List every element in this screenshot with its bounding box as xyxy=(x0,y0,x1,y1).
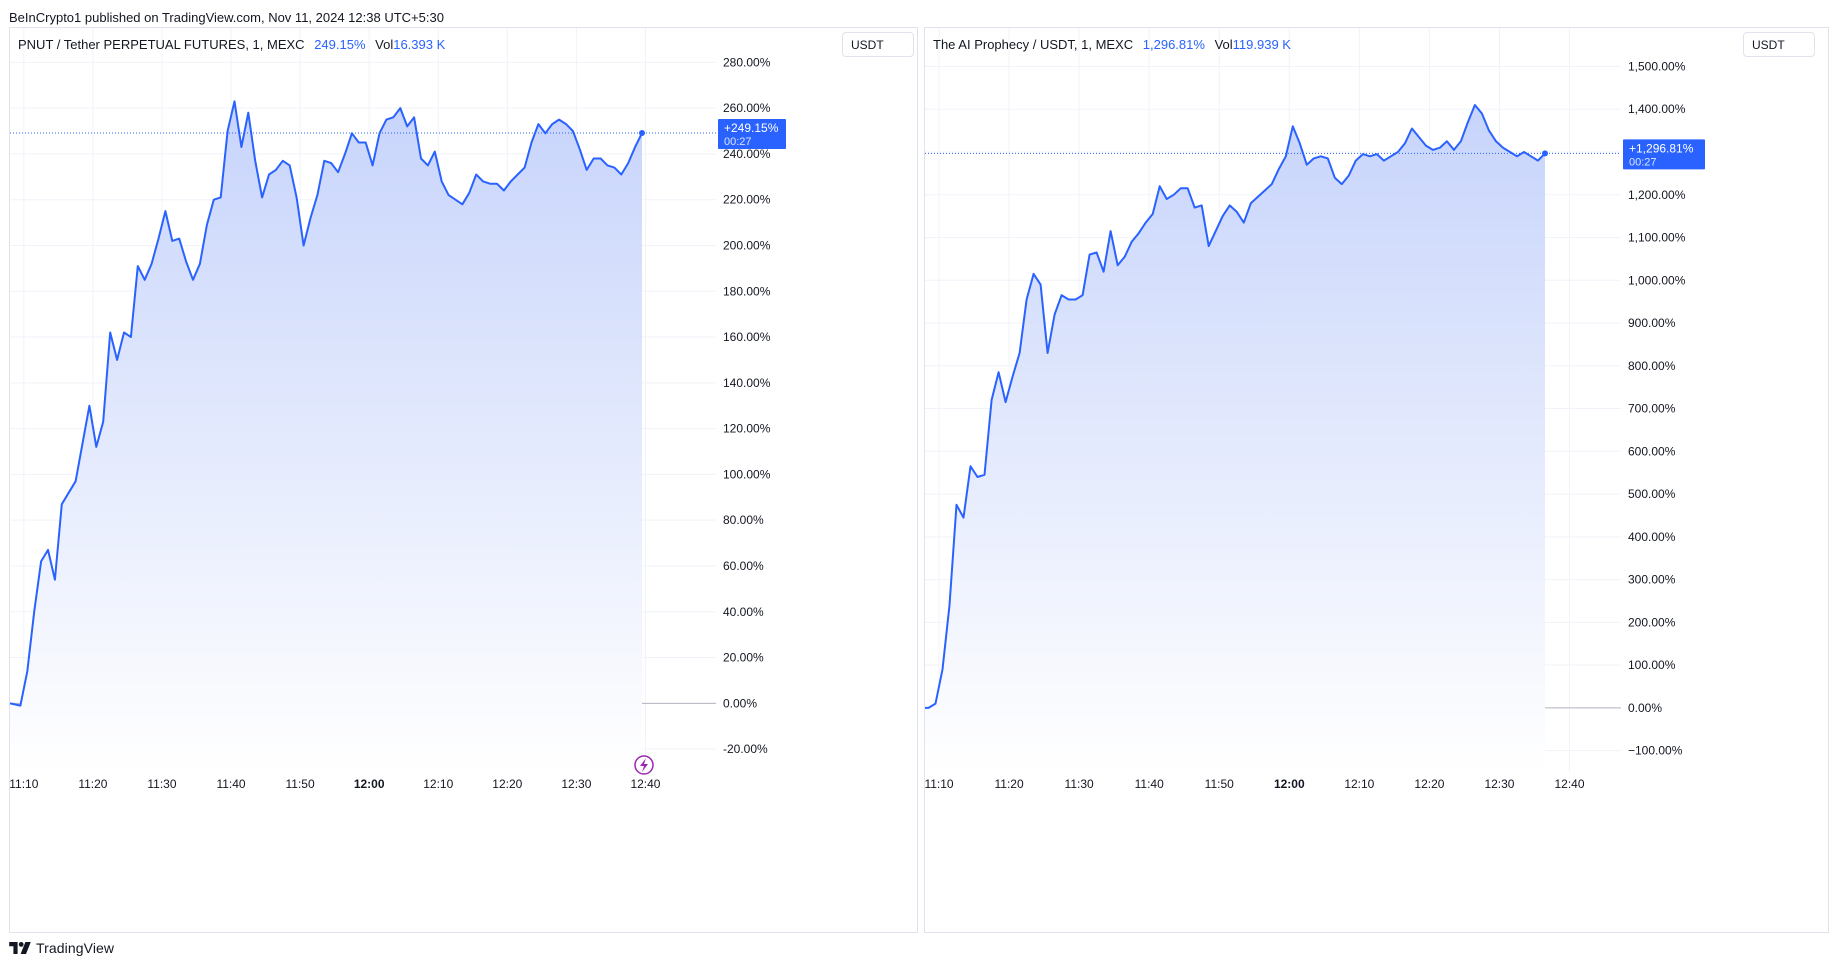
price-label-countdown: 00:27 xyxy=(1629,156,1657,168)
y-tick-label: 220.00% xyxy=(723,193,771,207)
y-tick-label: 60.00% xyxy=(723,559,764,573)
x-tick-label: 11:40 xyxy=(1135,777,1164,791)
x-tick-label: 12:10 xyxy=(423,777,453,791)
chart-legend: The AI Prophecy / USDT, 1, MEXC 1,296.81… xyxy=(933,37,1291,52)
y-tick-label: 100.00% xyxy=(723,467,771,481)
x-tick-label: 11:30 xyxy=(1065,777,1094,791)
volume-value: 16.393 K xyxy=(393,37,446,52)
y-tick-label: 700.00% xyxy=(1628,402,1676,416)
change-percent: 1,296.81% xyxy=(1142,37,1205,52)
area-fill xyxy=(925,105,1545,772)
price-label-value: +249.15% xyxy=(724,121,779,135)
y-tick-label: 240.00% xyxy=(723,147,771,161)
y-tick-label: 200.00% xyxy=(723,238,771,252)
y-tick-label: 1,500.00% xyxy=(1628,59,1686,73)
y-tick-label: 80.00% xyxy=(723,513,764,527)
price-label-value: +1,296.81% xyxy=(1629,141,1694,155)
y-tick-label: 0.00% xyxy=(1628,701,1662,715)
x-tick-label: 12:10 xyxy=(1344,777,1374,791)
symbol-title[interactable]: PNUT / Tether PERPETUAL FUTURES, 1, MEXC xyxy=(18,37,305,52)
x-tick-label: 11:20 xyxy=(994,777,1023,791)
y-tick-label: 280.00% xyxy=(723,55,771,69)
y-tick-label: 140.00% xyxy=(723,376,771,390)
y-tick-label: 40.00% xyxy=(723,605,764,619)
x-tick-label: 11:50 xyxy=(1205,777,1234,791)
volume-label: Vol xyxy=(1214,37,1233,52)
tradingview-footer[interactable]: TradingView xyxy=(9,940,114,956)
y-tick-label: −100.00% xyxy=(1628,744,1683,758)
chart-panel-pnut[interactable]: 280.00% 260.00% 240.00% 220.00% 200.00% 180.0… xyxy=(9,27,918,933)
x-tick-label: 12:00 xyxy=(354,777,385,791)
y-tick-label: 120.00% xyxy=(723,422,771,436)
tradingview-logo-icon xyxy=(9,942,31,954)
chart-legend: PNUT / Tether PERPETUAL FUTURES, 1, MEXC… xyxy=(18,37,445,52)
y-tick-label: 900.00% xyxy=(1628,316,1676,330)
area-fill xyxy=(10,101,642,773)
series-line xyxy=(10,100,643,707)
y-tick-label: 160.00% xyxy=(723,330,771,344)
volume-label: Vol xyxy=(375,37,394,52)
x-tick-label: 12:20 xyxy=(492,777,522,791)
x-tick-label: 11:20 xyxy=(78,777,107,791)
y-tick-label: 400.00% xyxy=(1628,530,1676,544)
series-line xyxy=(925,104,1546,709)
price-label-box xyxy=(718,118,786,149)
x-tick-label: 12:20 xyxy=(1414,777,1444,791)
published-header: BeInCrypto1 published on TradingView.com… xyxy=(9,10,444,25)
x-tick-label: 12:40 xyxy=(1555,777,1585,791)
last-point-marker xyxy=(1542,150,1548,157)
x-tick-label: 12:30 xyxy=(1484,777,1514,791)
y-tick-label: 600.00% xyxy=(1628,444,1676,458)
last-point-marker xyxy=(639,129,645,136)
volume-value: 119.939 K xyxy=(1232,37,1291,52)
x-tick-label: 11:40 xyxy=(216,777,245,791)
y-tick-label: 1,000.00% xyxy=(1628,273,1686,287)
ai-prophecy-area-chart[interactable]: 1,500.00%1,400.00%1,300.00%1,200.00%1,10… xyxy=(925,28,1828,932)
currency-button[interactable]: USDT xyxy=(1743,32,1815,57)
y-tick-label: 100.00% xyxy=(1628,658,1676,672)
y-tick-label: 20.00% xyxy=(723,651,764,665)
x-tick-label: 12:40 xyxy=(630,777,660,791)
y-tick-label: -20.00% xyxy=(723,742,768,756)
y-tick-label: 0.00% xyxy=(723,696,757,710)
y-tick-label: 1,400.00% xyxy=(1628,102,1686,116)
y-tick-label: 500.00% xyxy=(1628,487,1676,501)
x-tick-label: 12:30 xyxy=(561,777,591,791)
y-tick-label: 1,200.00% xyxy=(1628,188,1686,202)
currency-button[interactable]: USDT xyxy=(842,32,914,57)
y-tick-label: 1,100.00% xyxy=(1628,231,1686,245)
y-tick-label: 260.00% xyxy=(723,101,771,115)
price-label-box xyxy=(1623,139,1705,170)
x-tick-label: 11:10 xyxy=(925,777,954,791)
x-tick-label: 11:50 xyxy=(286,777,315,791)
y-tick-label: 180.00% xyxy=(723,284,771,298)
x-tick-label: 12:00 xyxy=(1274,777,1305,791)
change-percent: 249.15% xyxy=(314,37,366,52)
y-tick-label: 800.00% xyxy=(1628,359,1676,373)
chart-panel-ai-prophecy[interactable]: 1,500.00%1,400.00%1,300.00%1,200.00%1,10… xyxy=(924,27,1829,933)
y-tick-label: 300.00% xyxy=(1628,573,1676,587)
tradingview-brand: TradingView xyxy=(36,940,115,956)
price-label-countdown: 00:27 xyxy=(724,136,752,148)
pnut-area-chart[interactable]: 280.00% 260.00% 240.00% 220.00% 200.00% 180.0… xyxy=(10,28,917,932)
y-tick-label: 200.00% xyxy=(1628,615,1676,629)
x-tick-label: 11:10 xyxy=(10,777,39,791)
lightning-bolt-glyph xyxy=(640,758,648,772)
symbol-title[interactable]: The AI Prophecy / USDT, 1, MEXC xyxy=(933,37,1134,52)
x-tick-label: 11:30 xyxy=(147,777,176,791)
